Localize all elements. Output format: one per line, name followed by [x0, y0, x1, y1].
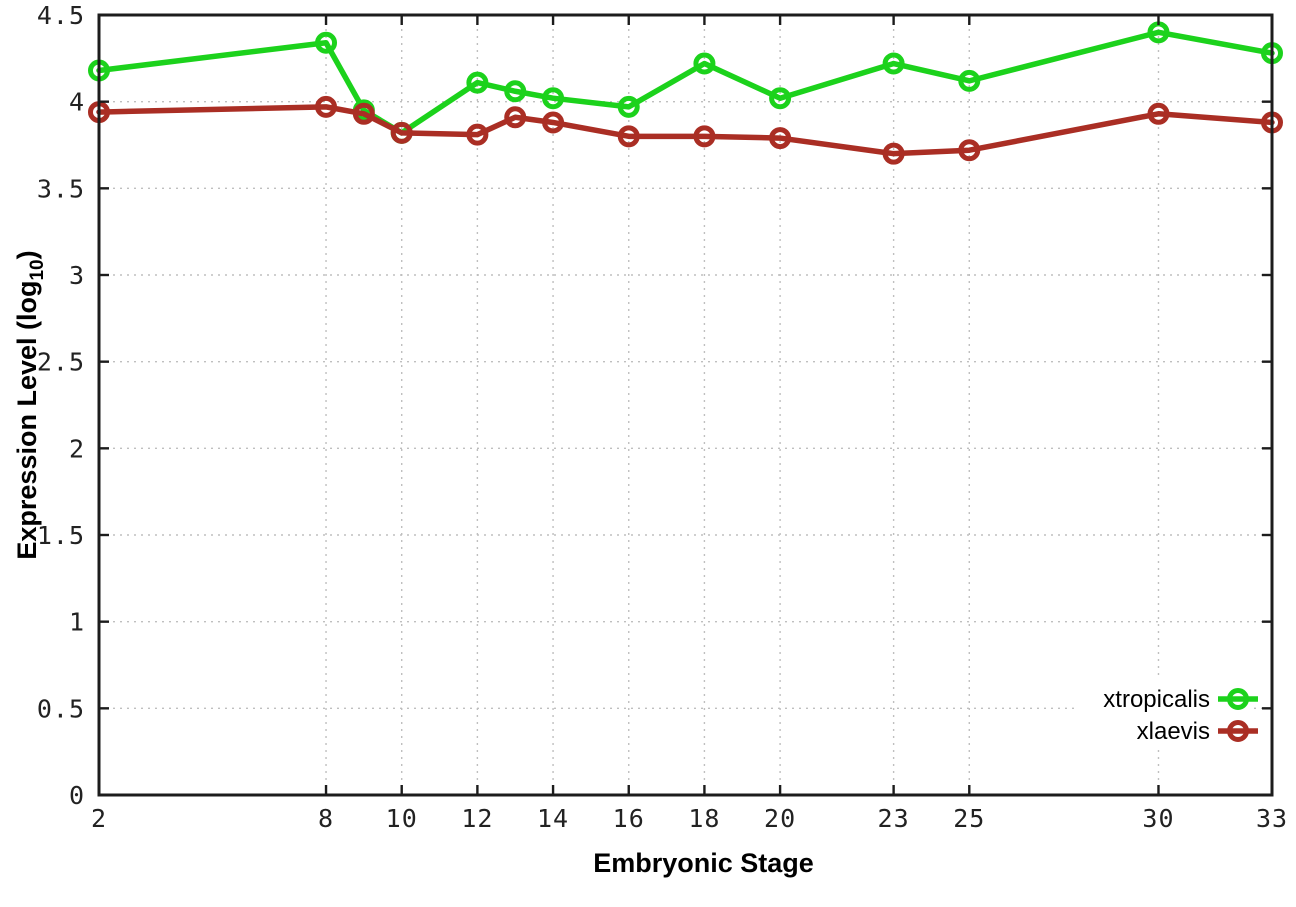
x-tick-label-18: 18 [688, 804, 720, 833]
y-axis-title: Expression Level (log10) [12, 250, 48, 559]
x-tick-label-10: 10 [386, 804, 418, 833]
legend-label-xlaevis: xlaevis [1137, 718, 1210, 745]
data-point-xtropicalis-stage-16 [617, 95, 640, 118]
data-point-xtropicalis-stage-18 [693, 52, 716, 75]
data-point-xlaevis-stage-12 [466, 123, 489, 146]
x-tick-label-2: 2 [91, 804, 107, 833]
legend-backing [1074, 680, 1254, 750]
data-point-xlaevis-stage-8 [315, 95, 338, 118]
data-point-xlaevis-stage-30 [1147, 102, 1170, 125]
data-point-xtropicalis-stage-12 [466, 71, 489, 94]
legend-entry-xlaevis: xlaevis [1137, 718, 1258, 745]
legend-sample-marker-xtropicalis [1227, 688, 1249, 710]
legend-sample-marker-xlaevis [1227, 720, 1249, 742]
y-tick-label-0: 0 [69, 781, 85, 810]
y-tick-label-4: 4 [69, 88, 85, 117]
data-point-xlaevis-stage-23 [882, 142, 905, 165]
data-point-xlaevis-stage-18 [693, 125, 716, 148]
x-tick-label-12: 12 [461, 804, 493, 833]
x-tick-label-33: 33 [1256, 804, 1288, 833]
x-tick-label-23: 23 [878, 804, 910, 833]
x-tick-label-8: 8 [318, 804, 334, 833]
data-point-xtropicalis-stage-23 [882, 52, 905, 75]
data-point-xlaevis-stage-20 [769, 127, 792, 150]
x-tick-label-14: 14 [537, 804, 569, 833]
legend-label-xtropicalis: xtropicalis [1103, 686, 1210, 713]
x-tick-label-30: 30 [1142, 804, 1174, 833]
data-point-xlaevis-stage-9 [352, 102, 375, 125]
data-point-xtropicalis-stage-25 [958, 69, 981, 92]
y-tick-label-2: 2 [69, 434, 85, 463]
x-tick-label-16: 16 [613, 804, 645, 833]
y-tick-label-1.5: 1.5 [37, 521, 85, 550]
tick-marks [97, 13, 1274, 797]
x-tick-label-20: 20 [764, 804, 796, 833]
y-tick-label-3: 3 [69, 261, 85, 290]
y-tick-label-3.5: 3.5 [37, 174, 85, 203]
legend: xtropicalis xlaevis [1103, 686, 1258, 745]
y-tick-label-1: 1 [69, 608, 85, 637]
data-point-xtropicalis-stage-14 [542, 87, 565, 110]
y-tick-label-0.5: 0.5 [37, 694, 85, 723]
x-tick-label-25: 25 [953, 804, 985, 833]
data-point-xlaevis-stage-16 [617, 125, 640, 148]
data-point-xlaevis-stage-10 [390, 121, 413, 144]
y-tick-label-4.5: 4.5 [37, 1, 85, 30]
data-point-xtropicalis-stage-20 [769, 87, 792, 110]
data-point-xlaevis-stage-14 [542, 111, 565, 134]
y-tick-label-2.5: 2.5 [37, 348, 85, 377]
plot-border [97, 13, 1274, 797]
x-axis-title: Embryonic Stage [593, 848, 814, 878]
legend-entry-xtropicalis: xtropicalis [1103, 686, 1258, 713]
data-point-xtropicalis-stage-13 [504, 80, 527, 103]
data-point-xlaevis-stage-25 [958, 139, 981, 162]
data-point-xlaevis-stage-13 [504, 106, 527, 129]
data-point-xtropicalis-stage-8 [315, 31, 338, 54]
